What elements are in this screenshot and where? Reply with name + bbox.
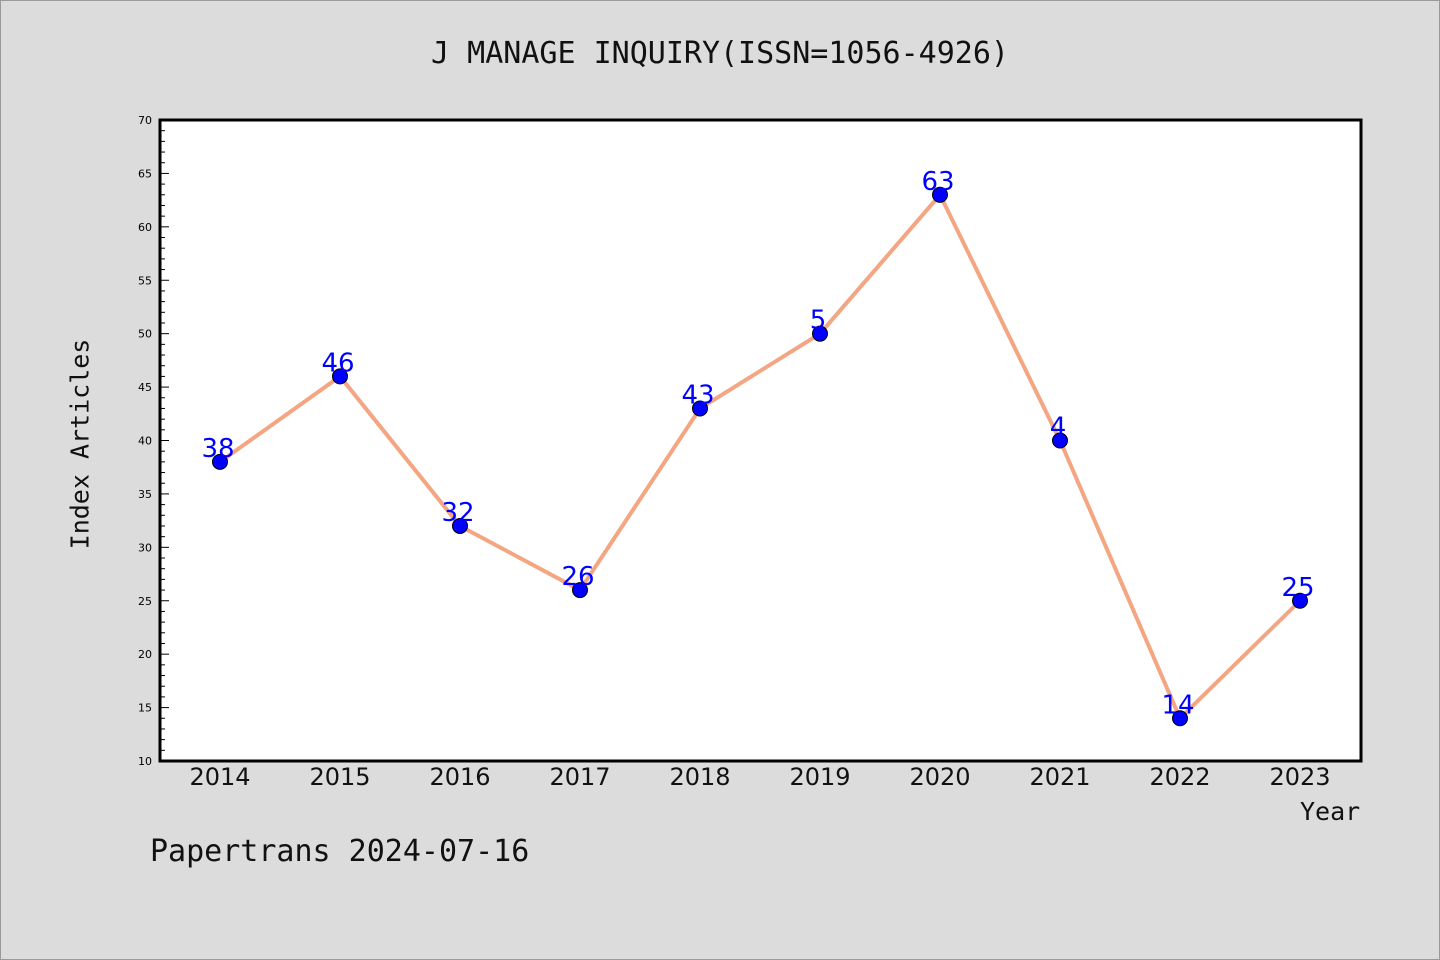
y-tick-label: 70 — [138, 114, 152, 127]
y-tick-label: 60 — [138, 221, 152, 234]
x-tick-label: 2015 — [309, 763, 370, 791]
x-tick-label: 2016 — [429, 763, 490, 791]
data-point — [692, 400, 708, 417]
data-point — [212, 453, 228, 470]
y-tick-label: 30 — [138, 541, 152, 554]
y-tick-label: 20 — [138, 648, 152, 661]
data-label: 43 — [681, 380, 714, 410]
x-axis-label: Year — [1300, 797, 1361, 826]
y-tick-label: 50 — [138, 328, 152, 341]
data-label: 63 — [921, 167, 954, 197]
data-label: 25 — [1281, 573, 1314, 603]
x-tick-label: 2014 — [189, 763, 250, 791]
series-line — [218, 192, 1302, 721]
y-tick-label: 65 — [138, 167, 152, 180]
data-point — [1292, 592, 1308, 609]
x-tick-label: 2017 — [549, 763, 610, 791]
y-tick-label: 15 — [138, 702, 152, 715]
x-tick-label: 2020 — [909, 763, 970, 791]
data-point — [932, 186, 948, 203]
x-tick-label: 2019 — [789, 763, 850, 791]
data-point — [1052, 432, 1068, 449]
data-point — [332, 368, 348, 385]
x-tick-label: 2023 — [1269, 763, 1330, 791]
y-tick-label: 35 — [138, 488, 152, 501]
y-axis-label: Index Articles — [65, 338, 95, 550]
data-label: 26 — [561, 562, 594, 592]
data-label: 14 — [1161, 690, 1194, 720]
data-point — [812, 325, 828, 342]
data-label: 5 — [810, 306, 827, 336]
data-label: 4 — [1050, 413, 1067, 443]
data-point — [1172, 710, 1188, 727]
data-point — [572, 582, 588, 599]
y-tick-label: 25 — [138, 595, 152, 608]
x-tick-label: 2018 — [669, 763, 730, 791]
y-tick-label: 55 — [138, 274, 152, 287]
footer-stamp: Papertrans 2024-07-16 — [150, 834, 530, 869]
data-label: 32 — [441, 498, 474, 528]
y-tick-label: 40 — [138, 435, 152, 448]
y-tick-label: 45 — [138, 381, 152, 394]
data-label: 46 — [321, 348, 354, 378]
data-point — [452, 517, 468, 534]
y-tick-label: 10 — [138, 755, 152, 768]
x-tick-label: 2021 — [1029, 763, 1090, 791]
data-label: 38 — [201, 434, 234, 464]
plot-area — [158, 118, 1363, 763]
chart-title: J MANAGE INQUIRY(ISSN=1056-4926) — [431, 36, 1009, 71]
x-tick-label: 2022 — [1149, 763, 1210, 791]
